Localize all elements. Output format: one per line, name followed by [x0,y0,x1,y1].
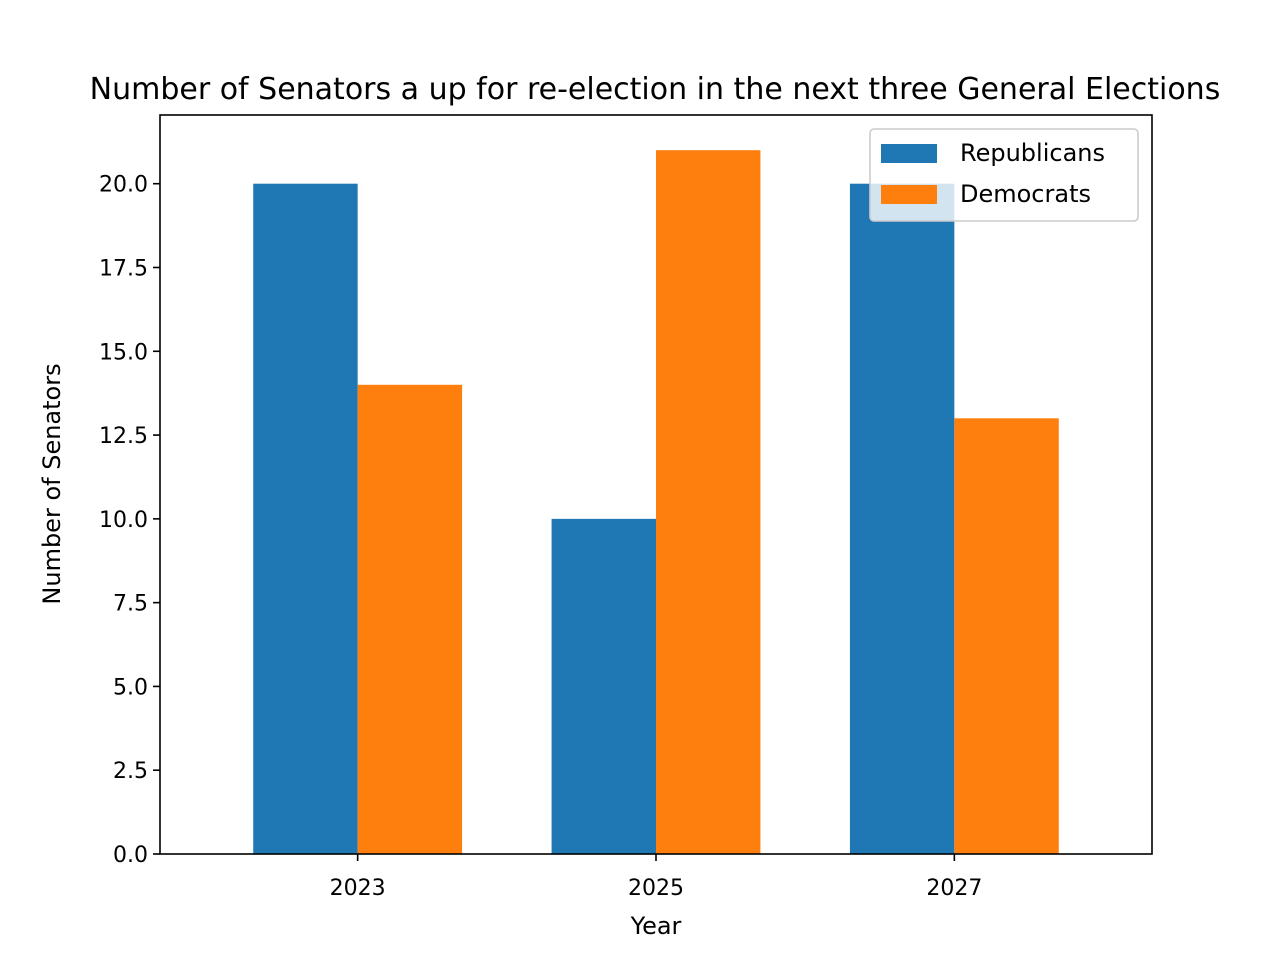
legend-label-republicans: Republicans [960,139,1105,167]
x-tick-label-2025: 2025 [628,876,684,901]
y-tick-label: 7.5 [113,592,148,617]
y-tick-label: 12.5 [99,424,148,449]
x-tick-label-2027: 2027 [926,876,982,901]
y-tick-label: 0.0 [113,843,148,868]
bar-democrats-2027 [954,418,1059,854]
bar-democrats-2023 [357,384,463,854]
y-tick-label: 2.5 [113,759,148,784]
y-tick-label: 17.5 [99,256,148,281]
y-tick-label: 5.0 [113,675,148,700]
x-axis-label: Year [630,912,682,940]
x-tick-label-2023: 2023 [330,876,386,901]
bar-republicans-2023 [253,183,358,855]
bars-group [253,150,1059,855]
y-axis-label: Number of Senators [38,363,66,604]
y-tick-label: 10.0 [99,508,148,533]
legend: Republicans Democrats [869,128,1139,222]
plot-frame [159,114,1153,855]
legend-swatch-democrats [881,185,937,204]
chart-title: Number of Senators a up for re-election … [90,72,1221,107]
bar-republicans-2027 [849,183,955,855]
bar-democrats-2025 [656,150,761,854]
y-axis-ticks: 0.0 2.5 5.0 7.5 10.0 12.5 15.0 17.5 20.0 [99,173,160,868]
legend-swatch-republicans [881,144,937,163]
bar-republicans-2025 [551,518,656,854]
y-tick-label: 20.0 [99,173,148,198]
x-axis-ticks: 2023 2025 2027 [330,854,982,901]
legend-label-democrats: Democrats [960,180,1091,208]
y-tick-label: 15.0 [99,340,148,365]
